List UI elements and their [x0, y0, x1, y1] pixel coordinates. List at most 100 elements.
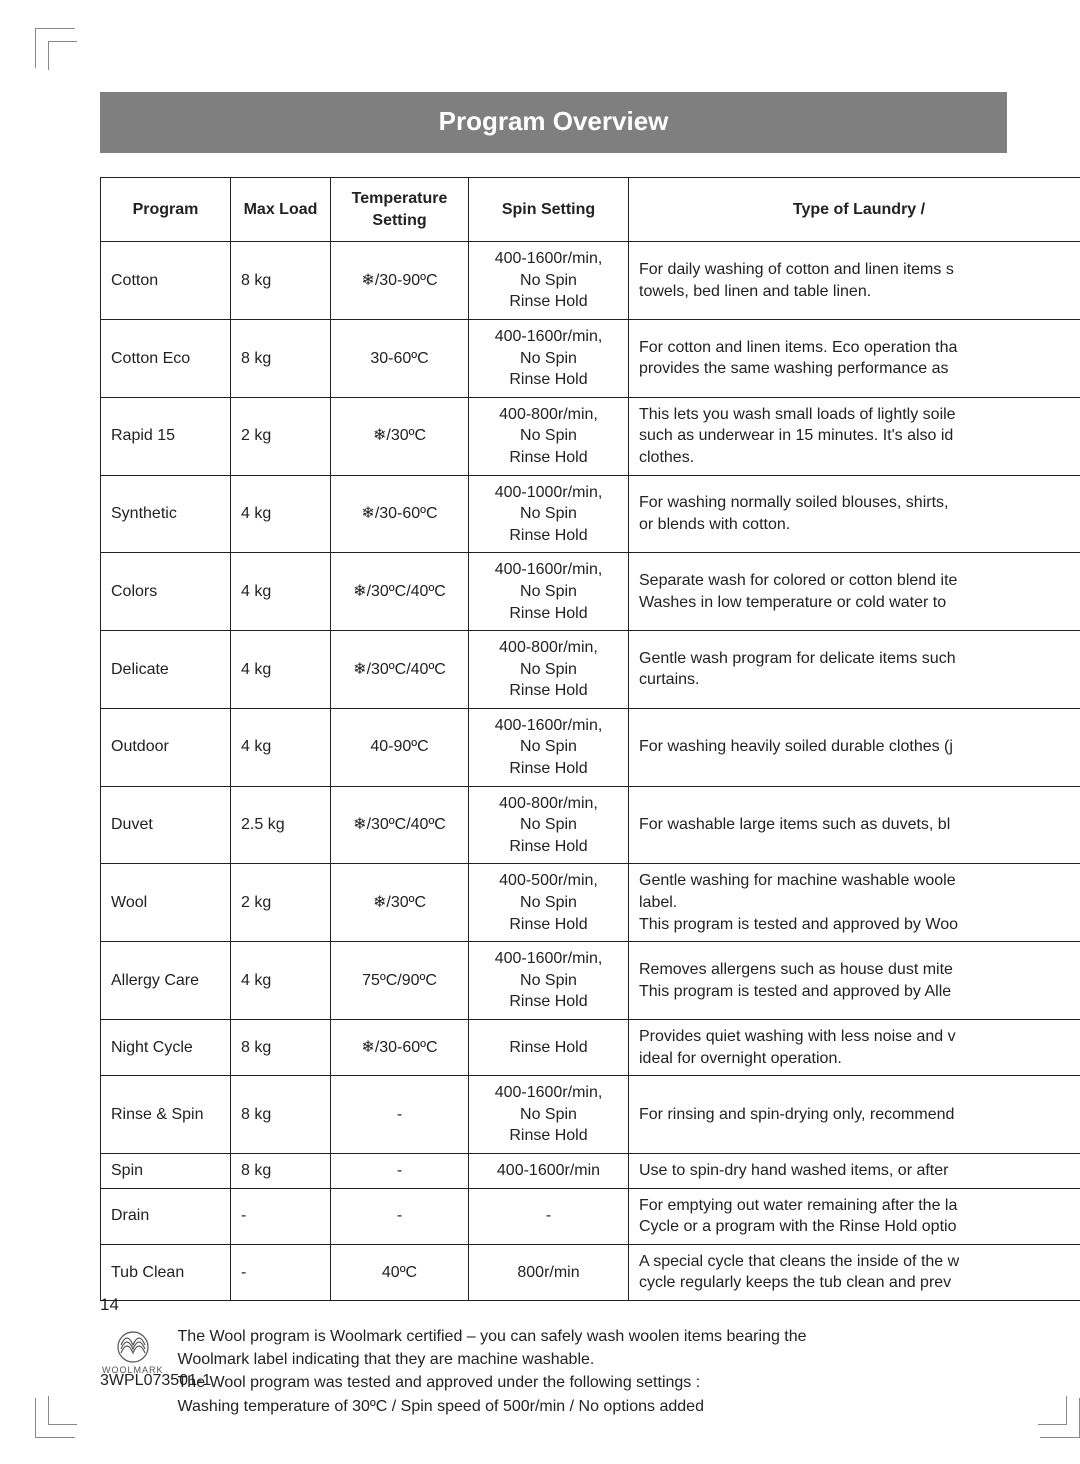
table-row: Colors4 kg❄/30ºC/40ºC400-1600r/min, No S…	[101, 553, 1080, 631]
cell-max-load: 4 kg	[231, 708, 331, 786]
table-header-row: Program Max Load Temperature Setting Spi…	[101, 178, 1080, 242]
cell-temperature: ❄/30ºC	[331, 397, 469, 475]
program-table: Program Max Load Temperature Setting Spi…	[100, 177, 1080, 1301]
cell-laundry-type: For washable large items such as duvets,…	[629, 786, 1080, 864]
cell-temperature: 40-90ºC	[331, 708, 469, 786]
cell-program: Delicate	[101, 631, 231, 709]
cell-laundry-type: For rinsing and spin-drying only, recomm…	[629, 1076, 1080, 1154]
crop-mark-tl	[35, 28, 75, 68]
cell-spin-setting: Rinse Hold	[469, 1020, 629, 1076]
cell-program: Night Cycle	[101, 1020, 231, 1076]
cell-spin-setting: 400-800r/min, No Spin Rinse Hold	[469, 397, 629, 475]
table-row: Outdoor4 kg40-90ºC400-1600r/min, No Spin…	[101, 708, 1080, 786]
crop-mark-bl	[35, 1398, 75, 1438]
woolmark-note: WOOLMARK The Wool program is Woolmark ce…	[100, 1325, 1005, 1418]
table-row: Allergy Care4 kg75ºC/90ºC400-1600r/min, …	[101, 942, 1080, 1020]
col-header-type: Type of Laundry /	[629, 178, 1080, 242]
cell-max-load: 4 kg	[231, 475, 331, 553]
table-row: Rapid 152 kg❄/30ºC400-800r/min, No Spin …	[101, 397, 1080, 475]
cell-program: Allergy Care	[101, 942, 231, 1020]
table-row: Cotton Eco8 kg30-60ºC400-1600r/min, No S…	[101, 319, 1080, 397]
cell-temperature: 75ºC/90ºC	[331, 942, 469, 1020]
woolmark-note-text: The Wool program is Woolmark certified –…	[178, 1325, 807, 1418]
table-row: Tub Clean-40ºC800r/minA special cycle th…	[101, 1244, 1080, 1300]
page-number: 14	[100, 1295, 119, 1315]
cell-spin-setting: 400-800r/min, No Spin Rinse Hold	[469, 631, 629, 709]
cell-temperature: ❄/30ºC/40ºC	[331, 631, 469, 709]
table-row: Cotton8 kg❄/30-90ºC400-1600r/min, No Spi…	[101, 242, 1080, 320]
cell-max-load: 8 kg	[231, 1076, 331, 1154]
cell-spin-setting: 400-1600r/min, No Spin Rinse Hold	[469, 942, 629, 1020]
cell-laundry-type: For washing normally soiled blouses, shi…	[629, 475, 1080, 553]
cell-program: Cotton Eco	[101, 319, 231, 397]
table-row: Spin8 kg-400-1600r/minUse to spin-dry ha…	[101, 1153, 1080, 1188]
cell-spin-setting: 800r/min	[469, 1244, 629, 1300]
cell-program: Cotton	[101, 242, 231, 320]
cell-program: Wool	[101, 864, 231, 942]
table-row: Rinse & Spin8 kg-400-1600r/min, No Spin …	[101, 1076, 1080, 1154]
cell-max-load: 8 kg	[231, 1020, 331, 1076]
cell-spin-setting: -	[469, 1188, 629, 1244]
cell-spin-setting: 400-800r/min, No Spin Rinse Hold	[469, 786, 629, 864]
col-header-spin: Spin Setting	[469, 178, 629, 242]
cell-temperature: -	[331, 1076, 469, 1154]
col-header-maxload: Max Load	[231, 178, 331, 242]
cell-spin-setting: 400-500r/min, No Spin Rinse Hold	[469, 864, 629, 942]
cell-program: Duvet	[101, 786, 231, 864]
cell-laundry-type: Gentle washing for machine washable wool…	[629, 864, 1080, 942]
cell-laundry-type: Removes allergens such as house dust mit…	[629, 942, 1080, 1020]
document-code: 3WPL073501-1	[100, 1372, 211, 1390]
cell-spin-setting: 400-1600r/min, No Spin Rinse Hold	[469, 553, 629, 631]
table-row: Drain---For emptying out water remaining…	[101, 1188, 1080, 1244]
cell-max-load: 4 kg	[231, 553, 331, 631]
cell-max-load: -	[231, 1188, 331, 1244]
cell-spin-setting: 400-1600r/min, No Spin Rinse Hold	[469, 708, 629, 786]
cell-max-load: 2 kg	[231, 397, 331, 475]
cell-spin-setting: 400-1000r/min, No Spin Rinse Hold	[469, 475, 629, 553]
page-content: Program Overview Program Max Load Temper…	[100, 30, 1080, 1418]
cell-laundry-type: Use to spin-dry hand washed items, or af…	[629, 1153, 1080, 1188]
cell-temperature: ❄/30ºC/40ºC	[331, 553, 469, 631]
cell-max-load: 4 kg	[231, 631, 331, 709]
cell-temperature: ❄/30-60ºC	[331, 475, 469, 553]
cell-max-load: 8 kg	[231, 242, 331, 320]
cell-laundry-type: For emptying out water remaining after t…	[629, 1188, 1080, 1244]
section-title: Program Overview	[100, 92, 1007, 153]
cell-laundry-type: Provides quiet washing with less noise a…	[629, 1020, 1080, 1076]
cell-spin-setting: 400-1600r/min	[469, 1153, 629, 1188]
cell-max-load: -	[231, 1244, 331, 1300]
cell-program: Drain	[101, 1188, 231, 1244]
cell-laundry-type: This lets you wash small loads of lightl…	[629, 397, 1080, 475]
cell-max-load: 8 kg	[231, 1153, 331, 1188]
cell-program: Synthetic	[101, 475, 231, 553]
cell-max-load: 2 kg	[231, 864, 331, 942]
cell-spin-setting: 400-1600r/min, No Spin Rinse Hold	[469, 1076, 629, 1154]
table-row: Synthetic4 kg❄/30-60ºC400-1000r/min, No …	[101, 475, 1080, 553]
cell-program: Spin	[101, 1153, 231, 1188]
cell-laundry-type: Gentle wash program for delicate items s…	[629, 631, 1080, 709]
cell-temperature: ❄/30-90ºC	[331, 242, 469, 320]
cell-spin-setting: 400-1600r/min, No Spin Rinse Hold	[469, 242, 629, 320]
cell-laundry-type: For washing heavily soiled durable cloth…	[629, 708, 1080, 786]
col-header-temp: Temperature Setting	[331, 178, 469, 242]
cell-laundry-type: A special cycle that cleans the inside o…	[629, 1244, 1080, 1300]
cell-program: Rinse & Spin	[101, 1076, 231, 1154]
cell-program: Outdoor	[101, 708, 231, 786]
table-row: Delicate4 kg❄/30ºC/40ºC400-800r/min, No …	[101, 631, 1080, 709]
cell-laundry-type: For daily washing of cotton and linen it…	[629, 242, 1080, 320]
cell-temperature: -	[331, 1188, 469, 1244]
cell-laundry-type: For cotton and linen items. Eco operatio…	[629, 319, 1080, 397]
cell-temperature: ❄/30ºC	[331, 864, 469, 942]
cell-laundry-type: Separate wash for colored or cotton blen…	[629, 553, 1080, 631]
woolmark-icon: WOOLMARK	[102, 1329, 164, 1375]
cell-max-load: 8 kg	[231, 319, 331, 397]
cell-program: Colors	[101, 553, 231, 631]
cell-temperature: 30-60ºC	[331, 319, 469, 397]
cell-spin-setting: 400-1600r/min, No Spin Rinse Hold	[469, 319, 629, 397]
col-header-program: Program	[101, 178, 231, 242]
cell-temperature: ❄/30-60ºC	[331, 1020, 469, 1076]
cell-max-load: 2.5 kg	[231, 786, 331, 864]
cell-temperature: ❄/30ºC/40ºC	[331, 786, 469, 864]
cell-temperature: -	[331, 1153, 469, 1188]
cell-temperature: 40ºC	[331, 1244, 469, 1300]
